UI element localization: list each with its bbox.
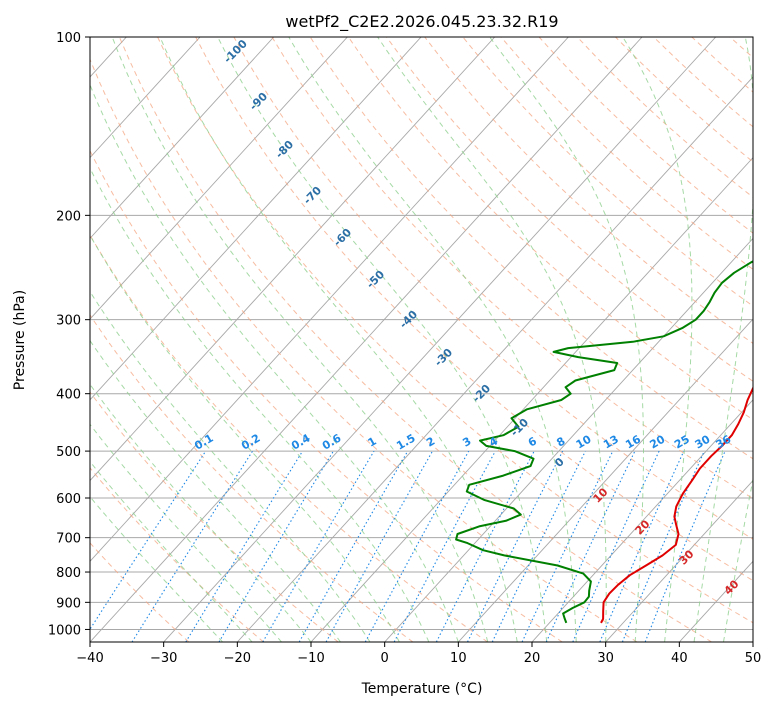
dry-adiabat: [157, 37, 753, 624]
x-tick-label: −30: [150, 651, 177, 666]
background-lines: [90, 37, 753, 642]
mixing-ratio-line: [467, 450, 564, 642]
x-tick-label: 10: [450, 651, 467, 666]
moist-adiabat: [111, 37, 489, 642]
moist-adiabat: [90, 167, 430, 642]
mixing-ratio-line: [90, 450, 207, 631]
dry-adiabat: [347, 37, 753, 421]
y-tick-label: 100: [56, 31, 81, 46]
dewpoint-line: [455, 260, 753, 624]
dry-adiabat: [462, 37, 753, 307]
x-tick-label: 50: [745, 651, 762, 666]
dry-adiabat: [233, 37, 753, 540]
x-tick-label: 0: [381, 651, 389, 666]
moist-adiabat: [377, 37, 607, 642]
mixing-ratio-line: [572, 450, 660, 642]
isotherm-line: [90, 37, 643, 642]
y-tick-label: 800: [56, 566, 81, 581]
mixing-ratio-line: [325, 450, 433, 642]
temperature-line: [600, 385, 753, 624]
isotherm-line: [310, 156, 753, 642]
x-tick-label: 30: [597, 651, 614, 666]
x-tick-label: −20: [224, 651, 251, 666]
moist-adiabat: [622, 37, 693, 642]
dry-adiabat: [271, 37, 753, 500]
mixing-ratio-line: [599, 450, 685, 642]
moist-adiabat: [90, 234, 400, 642]
moist-adiabat: [90, 460, 253, 642]
y-tick-label: 300: [56, 314, 81, 329]
x-tick-label: −40: [76, 651, 103, 666]
mixing-ratio-line: [393, 450, 496, 642]
isotherm-line: [458, 318, 753, 642]
y-tick-label: 200: [56, 209, 81, 224]
mixing-ratio-line: [185, 450, 304, 642]
isotherm-line: [90, 37, 496, 482]
moist-adiabat: [90, 290, 371, 642]
dry-adiabat: [90, 234, 488, 642]
x-axis-label: Temperature (°C): [361, 681, 483, 697]
x-tick-label: 40: [671, 651, 688, 666]
y-tick-label: 900: [56, 596, 81, 611]
mixing-ratio-line: [644, 450, 726, 642]
isotherm-line: [90, 37, 569, 562]
dry-adiabat: [386, 37, 753, 382]
plot-frame: [89, 36, 754, 643]
isotherm-line: [605, 479, 753, 642]
dry-adiabat: [90, 313, 414, 642]
dry-adiabat: [90, 149, 563, 642]
x-axis: −40 −30 −20 −10 0 10 20 30 40 50: [76, 642, 761, 666]
moist-adiabat: [90, 83, 459, 642]
x-tick-label: 20: [524, 651, 541, 666]
y-axis-label: Pressure (hPa): [12, 290, 28, 390]
isotherm-line: [90, 37, 348, 320]
dry-adiabat: [195, 37, 753, 582]
isotherm-line: [90, 37, 422, 401]
moist-adiabat: [693, 37, 753, 642]
y-tick-label: 700: [56, 532, 81, 547]
dry-adiabat: [90, 467, 264, 642]
mixing-ratio-line: [621, 450, 705, 642]
mixing-ratio-line: [364, 450, 470, 642]
isotherm-line: [90, 37, 201, 159]
moist-adiabat: [489, 37, 644, 642]
y-tick-label: 500: [56, 445, 81, 460]
isotherm-line: [90, 37, 275, 240]
profile-lines: [455, 260, 753, 624]
x-tick-label: −10: [297, 651, 324, 666]
moist-adiabat: [90, 495, 223, 642]
chart-title: wetPf2_C2E2.2026.045.23.32.R19: [285, 12, 558, 32]
isotherm-line: [163, 37, 717, 642]
y-tick-label: 600: [56, 492, 81, 507]
moist-adiabat: [288, 37, 577, 642]
isotherm-line: [384, 237, 753, 642]
y-axis: 100 200 300 400 500 600 700 800 900 1000: [48, 31, 90, 638]
y-tick-label: 400: [56, 388, 81, 403]
y-tick-label: 1000: [48, 623, 81, 638]
mixing-ratio-line: [131, 450, 254, 642]
moist-adiabat: [723, 476, 753, 642]
moist-adiabat: [90, 383, 312, 642]
isotherm-line: [531, 399, 753, 642]
isotherm-line: [237, 76, 753, 642]
